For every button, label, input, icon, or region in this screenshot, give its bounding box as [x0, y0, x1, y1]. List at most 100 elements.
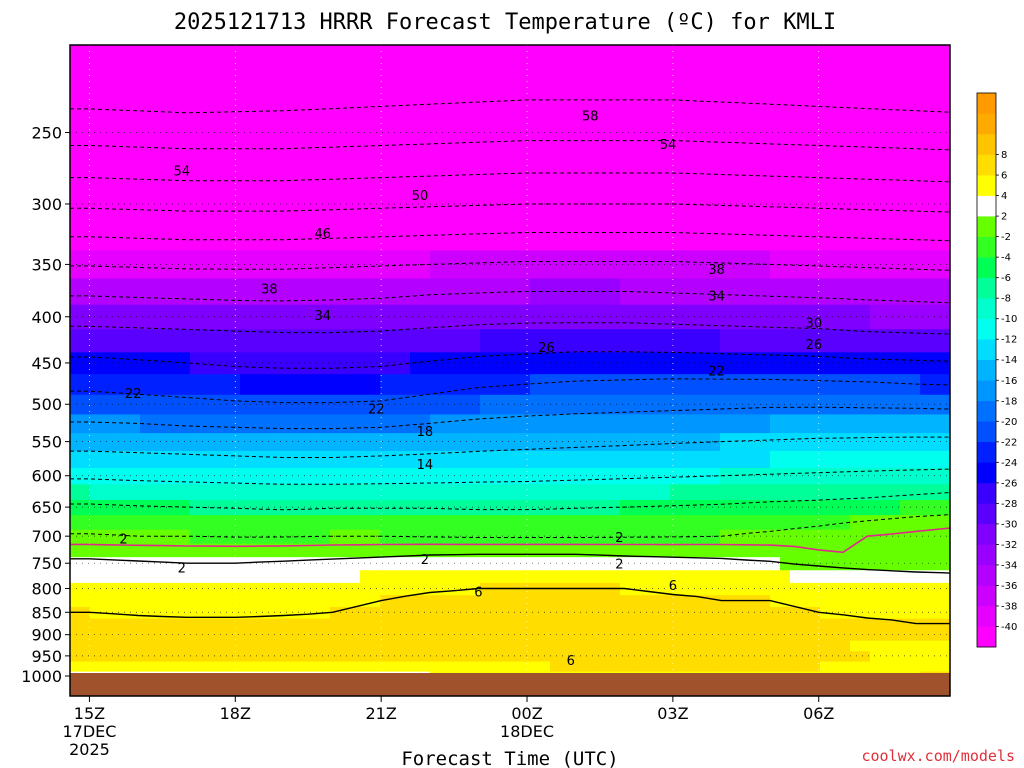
heatmap-cell: [820, 499, 831, 516]
heatmap-cell: [900, 373, 911, 395]
heatmap-cell: [430, 373, 441, 395]
heatmap-cell: [940, 219, 950, 251]
heatmap-cell: [760, 606, 771, 619]
heatmap-cell: [200, 483, 211, 501]
heatmap-cell: [590, 467, 601, 485]
heatmap-cell: [730, 556, 741, 571]
heatmap-cell: [790, 328, 801, 353]
heatmap-cell: [940, 249, 950, 279]
heatmap-cell: [230, 68, 241, 113]
heatmap-cell: [360, 660, 371, 672]
heatmap-cell: [250, 450, 261, 468]
heatmap-cell: [310, 450, 321, 468]
heatmap-cell: [750, 432, 761, 451]
heatmap-cell: [800, 650, 811, 662]
heatmap-cell: [850, 186, 861, 221]
heatmap-cell: [470, 45, 481, 69]
heatmap-cell: [140, 394, 151, 415]
heatmap-cell: [290, 373, 301, 395]
heatmap-cell: [870, 373, 881, 395]
heatmap-cell: [200, 432, 211, 451]
heatmap-cell: [490, 219, 501, 251]
heatmap-cell: [730, 529, 741, 544]
heatmap-cell: [220, 277, 231, 305]
heatmap-cell: [860, 111, 871, 152]
heatmap-cell: [920, 606, 931, 619]
heatmap-cell: [340, 467, 351, 485]
heatmap-cell: [340, 394, 351, 415]
heatmap-cell: [690, 328, 701, 353]
heatmap-cell: [250, 111, 261, 152]
heatmap-cell: [860, 328, 871, 353]
heatmap-cell: [310, 650, 321, 662]
heatmap-cell: [810, 483, 821, 501]
heatmap-cell: [80, 594, 91, 608]
heatmap-cell: [850, 351, 861, 375]
heatmap-cell: [550, 629, 561, 641]
credit-link[interactable]: coolwx.com/models: [861, 747, 1015, 765]
heatmap-cell: [130, 432, 141, 451]
heatmap-cell: [190, 186, 201, 221]
heatmap-cell: [670, 111, 681, 152]
heatmap-cell: [320, 351, 331, 375]
heatmap-cell: [580, 394, 591, 415]
heatmap-cell: [360, 450, 371, 468]
heatmap-cell: [430, 483, 441, 501]
heatmap-cell: [150, 413, 161, 434]
heatmap-cell: [260, 569, 271, 583]
heatmap-cell: [310, 304, 321, 330]
x-axis-label: Forecast Time (UTC): [401, 748, 618, 768]
heatmap-cell: [630, 499, 641, 516]
heatmap-cell: [740, 373, 751, 395]
heatmap-cell: [520, 569, 531, 583]
heatmap-cell: [470, 219, 481, 251]
heatmap-cell: [270, 186, 281, 221]
heatmap-cell: [310, 629, 321, 641]
heatmap-cell: [650, 373, 661, 395]
heatmap-cell: [870, 556, 881, 571]
heatmap-cell: [650, 650, 661, 662]
heatmap-cell: [590, 394, 601, 415]
heatmap-cell: [670, 373, 681, 395]
heatmap-cell: [310, 467, 321, 485]
heatmap-cell: [870, 483, 881, 501]
heatmap-cell: [400, 413, 411, 434]
heatmap-cell: [840, 249, 851, 279]
heatmap-cell: [210, 413, 221, 434]
heatmap-cell: [320, 394, 331, 415]
heatmap-cell: [650, 111, 661, 152]
heatmap-cell: [250, 594, 261, 608]
heatmap-cell: [140, 514, 151, 530]
heatmap-cell: [220, 660, 231, 672]
heatmap-cell: [620, 483, 631, 501]
colorbar-swatch: [977, 605, 996, 627]
heatmap-cell: [740, 68, 751, 113]
contour-label: 2: [615, 531, 623, 546]
heatmap-cell: [510, 499, 521, 516]
colorbar-label: -6: [1001, 273, 1011, 284]
heatmap-cell: [80, 45, 91, 69]
heatmap-cell: [610, 394, 621, 415]
heatmap-cell: [550, 304, 561, 330]
heatmap-cell: [320, 483, 331, 501]
heatmap-cell: [390, 432, 401, 451]
heatmap-cell: [800, 499, 811, 516]
heatmap-cell: [360, 249, 371, 279]
heatmap-cell: [590, 594, 601, 608]
heatmap-cell: [240, 304, 251, 330]
heatmap-cell: [880, 304, 891, 330]
heatmap-cell: [630, 569, 641, 583]
heatmap-cell: [670, 351, 681, 375]
heatmap-cell: [240, 543, 251, 558]
heatmap-cell: [210, 151, 221, 188]
heatmap-cell: [280, 617, 291, 630]
heatmap-cell: [850, 483, 861, 501]
heatmap-cell: [290, 249, 301, 279]
heatmap-cell: [680, 373, 691, 395]
heatmap-cell: [260, 514, 271, 530]
heatmap-cell: [410, 186, 421, 221]
heatmap-cell: [140, 660, 151, 672]
heatmap-cell: [280, 467, 291, 485]
heatmap-cell: [670, 543, 681, 558]
heatmap-cell: [450, 556, 461, 571]
